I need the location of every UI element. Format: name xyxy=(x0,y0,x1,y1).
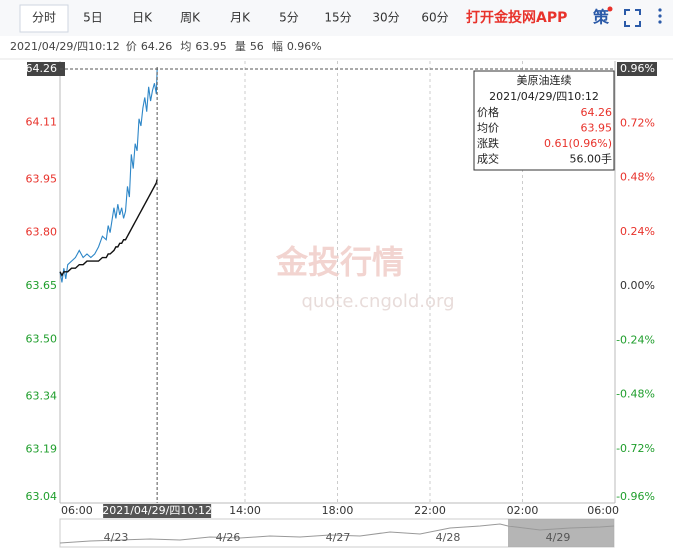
tooltip-title: 美原油连续 xyxy=(517,73,572,87)
more-icon[interactable] xyxy=(658,8,662,24)
y2-tick-label: 0.72% xyxy=(620,116,655,129)
tab[interactable]: 周K xyxy=(180,11,201,25)
y-tick-label: 63.95 xyxy=(26,172,58,185)
tab[interactable]: 分时 xyxy=(32,11,56,25)
y-tick-label: 64.11 xyxy=(26,115,58,128)
y-tick-label: 63.50 xyxy=(26,332,58,345)
tooltip-value: 0.61(0.96%) xyxy=(544,137,612,150)
series-line xyxy=(59,179,158,277)
tooltip-label: 涨跌 xyxy=(477,136,499,150)
info-value: 64.26 xyxy=(141,40,173,53)
tab[interactable]: 日K xyxy=(132,11,153,25)
x-tick-label: 06:00 xyxy=(61,504,93,517)
y-tick-label: 64.26 xyxy=(26,62,58,75)
notice-dot xyxy=(607,6,613,12)
y2-tick-label: -0.24% xyxy=(616,333,655,346)
series-line xyxy=(59,68,158,283)
tab[interactable]: 15分 xyxy=(324,11,351,25)
tooltip-value: 63.95 xyxy=(581,122,613,135)
navigator-date: 4/23 xyxy=(104,531,129,544)
x-tick-label: 06:00 xyxy=(587,504,619,517)
y-tick-label: 63.19 xyxy=(26,443,58,456)
y2-tick-label: 0.24% xyxy=(620,225,655,238)
y2-tick-label: 0.00% xyxy=(620,279,655,292)
y-tick-label: 63.04 xyxy=(26,490,58,503)
tab[interactable]: 30分 xyxy=(372,11,399,25)
tooltip-label: 成交 xyxy=(477,152,499,166)
tooltip-box xyxy=(473,70,615,171)
tooltip-value: 64.26 xyxy=(581,106,613,119)
tooltip-time: 2021/04/29/四10:12 xyxy=(489,90,599,103)
y-tick-label: 63.65 xyxy=(26,279,58,292)
info-value: 56 xyxy=(250,40,264,53)
tab[interactable]: 5分 xyxy=(279,11,299,25)
tooltip-label: 均价 xyxy=(477,122,499,135)
tooltip-value: 56.00手 xyxy=(570,152,613,166)
navigator-date: 4/29 xyxy=(546,531,571,544)
active-tab xyxy=(19,4,69,33)
y2-tick-label: 0.96% xyxy=(620,62,655,75)
info-label: 价 xyxy=(126,40,137,53)
y2-tick-label: -0.72% xyxy=(616,442,655,455)
cursor-price-box xyxy=(27,62,65,76)
y-tick-label: 63.80 xyxy=(26,226,58,239)
y2-tick-label: 0.48% xyxy=(620,171,655,184)
tab[interactable]: 5日 xyxy=(83,11,103,25)
info-label: 量 xyxy=(235,40,246,53)
info-label: 均 xyxy=(180,40,191,53)
y2-tick-label: -0.48% xyxy=(616,388,655,401)
tab-bar xyxy=(0,0,673,36)
info-value: 63.95 xyxy=(195,40,227,53)
strategy-button[interactable]: 策 xyxy=(592,8,610,27)
crosshair-time-box xyxy=(103,504,212,518)
tab[interactable]: 60分 xyxy=(421,11,448,25)
watermark-site: quote.cngold.org xyxy=(301,291,454,312)
navigator-date: 4/26 xyxy=(216,531,241,544)
x-tick-label: 18:00 xyxy=(322,504,354,517)
info-time: 2021/04/29/四10:12 xyxy=(10,40,120,53)
y2-tick-label: -0.96% xyxy=(616,490,655,503)
navigator-selection xyxy=(508,519,614,547)
cursor-pct-box xyxy=(617,62,657,76)
fullscreen-icon[interactable] xyxy=(624,9,641,27)
info-label: 幅 xyxy=(272,40,283,53)
tooltip-label: 价格 xyxy=(477,105,499,119)
navigator-date: 4/27 xyxy=(326,531,351,544)
info-value: 0.96% xyxy=(287,40,322,53)
app-link[interactable]: 打开金投网APP xyxy=(466,9,567,26)
navigator-line xyxy=(59,523,615,544)
y-tick-label: 63.34 xyxy=(26,389,58,402)
navigator-date: 4/28 xyxy=(436,531,461,544)
x-tick-label: 22:00 xyxy=(414,504,446,517)
crosshair-time: 2021/04/29/四10:12 xyxy=(102,504,212,517)
watermark-brand: 金投行情 xyxy=(275,243,404,281)
x-tick-label: 14:00 xyxy=(229,504,261,517)
tab[interactable]: 月K xyxy=(230,11,251,25)
x-tick-label: 02:00 xyxy=(507,504,539,517)
